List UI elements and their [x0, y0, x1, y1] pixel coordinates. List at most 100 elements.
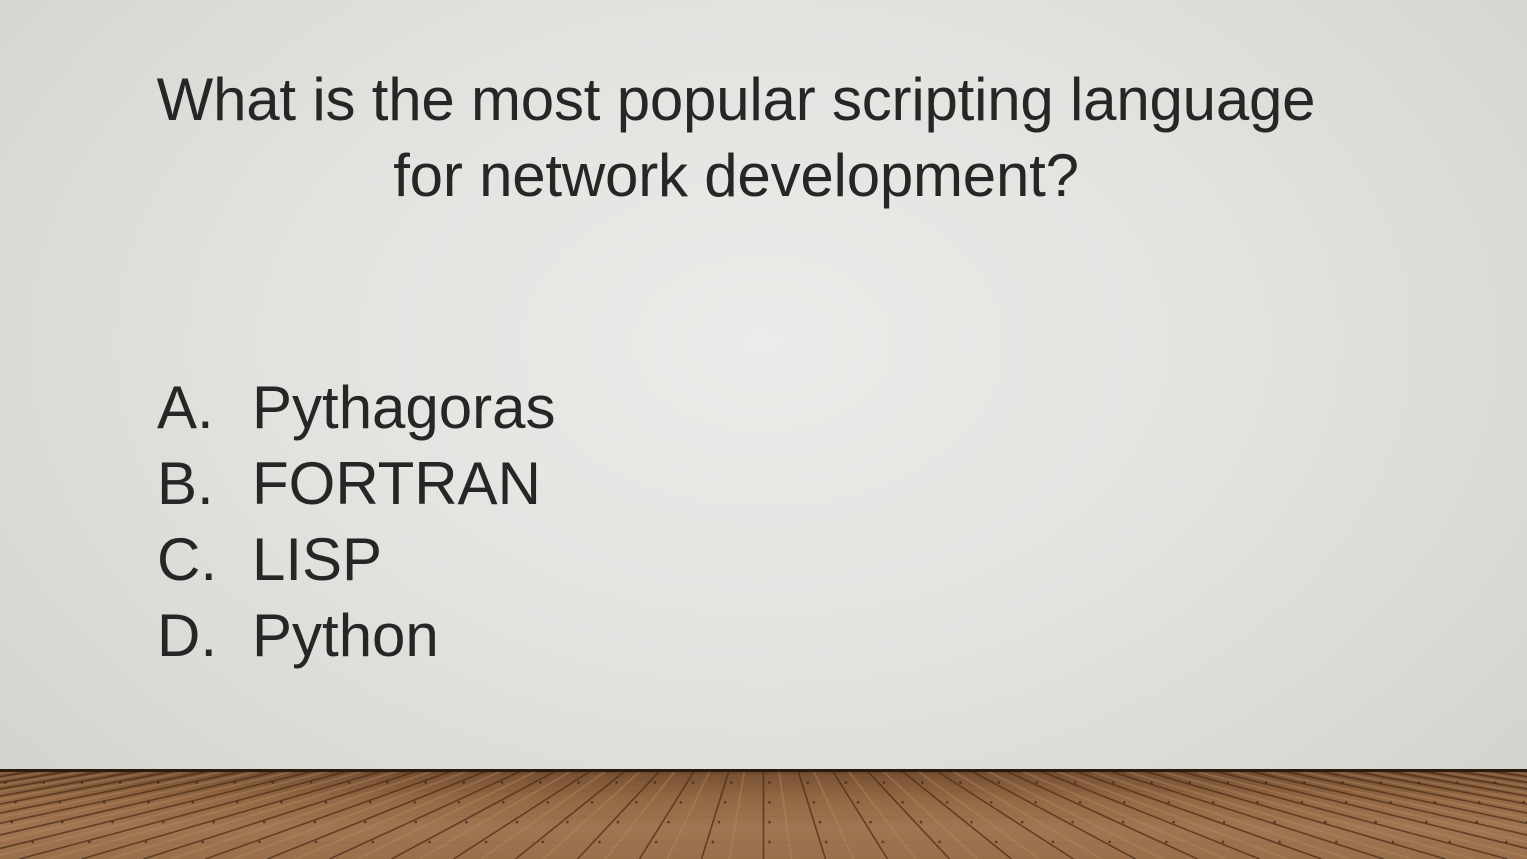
floor-grain	[233, 769, 474, 859]
floor-nail	[994, 840, 998, 844]
floor-nail	[10, 820, 13, 824]
floor-plank-seam	[933, 769, 1074, 859]
floor-nail	[921, 781, 924, 784]
floor-grain	[728, 769, 746, 859]
floor-nail	[102, 801, 106, 804]
answer-text: FORTRAN	[252, 450, 541, 517]
floor-plank-seam	[898, 769, 1013, 859]
floor-grain	[1186, 769, 1527, 858]
floor-plank-seam	[1069, 769, 1322, 859]
floor-nail	[368, 801, 372, 804]
floor-plank-seam	[830, 769, 889, 859]
floor-nail	[313, 820, 317, 824]
floor-plank-seam	[19, 769, 356, 859]
answer-letter: C.	[157, 526, 217, 593]
floor-nail	[1150, 781, 1153, 784]
floor-nail	[546, 801, 549, 804]
floor-nail	[1164, 840, 1168, 844]
floor-grain	[982, 769, 1164, 859]
floor-nail	[235, 801, 239, 804]
floor-grain	[0, 769, 201, 810]
answer-list: A. Pythagoras B. FORTRAN C. LISP D. Pyth…	[157, 370, 556, 674]
floor-plank-seam	[1409, 769, 1527, 790]
floor-grain	[1084, 769, 1350, 859]
floor-plank-seam	[576, 769, 663, 859]
floor-nail	[31, 840, 34, 844]
floor-plank-seam	[267, 769, 492, 859]
answer-text: Python	[252, 602, 439, 669]
floor-grain	[1118, 769, 1412, 859]
floor-plank-seam	[81, 769, 390, 859]
floor-nail	[1300, 801, 1304, 804]
floor-nail	[806, 781, 809, 784]
floor-nail	[271, 781, 275, 784]
floor-plank-seam	[864, 769, 951, 859]
floor-nail	[1073, 781, 1077, 784]
floor-nail	[1323, 820, 1327, 824]
floor-nail	[768, 840, 771, 844]
floor-nail	[386, 781, 389, 784]
floor-nail	[191, 801, 195, 804]
floor-grain	[0, 769, 304, 842]
floor-plank-seam	[0, 769, 186, 805]
slide-title: What is the most popular scripting langu…	[156, 66, 1316, 209]
floor-nail	[58, 801, 62, 804]
floor-nail	[324, 801, 328, 804]
floor-nail	[1389, 801, 1392, 804]
wooden-floor-decoration	[0, 769, 1527, 859]
floor-nail	[465, 820, 468, 824]
floor-nail	[1167, 801, 1171, 804]
floor-nail	[818, 820, 822, 824]
floor-grain	[914, 769, 1040, 859]
floor-nail	[945, 801, 949, 804]
floor-grain	[1424, 769, 1527, 787]
floor-nail	[1071, 820, 1074, 824]
floor-nail	[691, 781, 695, 784]
floor-nail	[959, 781, 962, 784]
floor-plank-seam	[1307, 769, 1527, 814]
floor-grain	[1288, 769, 1527, 820]
answer-option-d: D. Python	[157, 598, 556, 674]
floor-nail	[1424, 820, 1428, 824]
floor-nail	[615, 781, 618, 784]
floor-nail	[1188, 781, 1191, 784]
floor-nail	[1494, 781, 1497, 784]
floor-nail	[195, 781, 198, 784]
floor-nail	[484, 840, 488, 844]
floor-nail	[263, 820, 266, 824]
floor-nail	[970, 820, 973, 824]
floor-nail	[1078, 801, 1082, 804]
floor-planks-graphic	[0, 769, 1527, 859]
floor-grain	[0, 769, 236, 819]
floor-nail	[147, 801, 150, 804]
floor-nail	[1505, 840, 1508, 844]
answer-text: Pythagoras	[252, 374, 556, 441]
floor-plank-seam	[796, 769, 827, 859]
floor-nail	[990, 801, 993, 804]
floor-nail	[1475, 820, 1479, 824]
floor-nail	[1303, 781, 1306, 784]
answer-letter: B.	[157, 450, 214, 517]
floor-grain	[666, 769, 712, 859]
floor-nail	[997, 781, 1000, 784]
floor-nail	[856, 801, 860, 804]
floor-nail	[424, 781, 428, 784]
floor-nail	[1335, 840, 1338, 844]
floor-nail	[280, 801, 283, 804]
floor-nail	[1020, 820, 1024, 824]
floor-nail	[812, 801, 816, 804]
floor-nail	[938, 840, 941, 844]
floor-nail	[502, 801, 505, 804]
floor-nail	[1374, 820, 1378, 824]
floor-plank-seam	[453, 769, 594, 859]
floor-plank-seam	[1103, 769, 1384, 859]
floor-nail	[1051, 840, 1055, 844]
floor-nail	[161, 820, 165, 824]
floor-plank-seam	[1273, 769, 1527, 825]
floor-nail	[1172, 820, 1175, 824]
floor-grain	[418, 769, 576, 859]
floor-nail	[1112, 781, 1115, 784]
floor-plank-seam	[514, 769, 629, 859]
floor-grain	[1220, 769, 1527, 844]
